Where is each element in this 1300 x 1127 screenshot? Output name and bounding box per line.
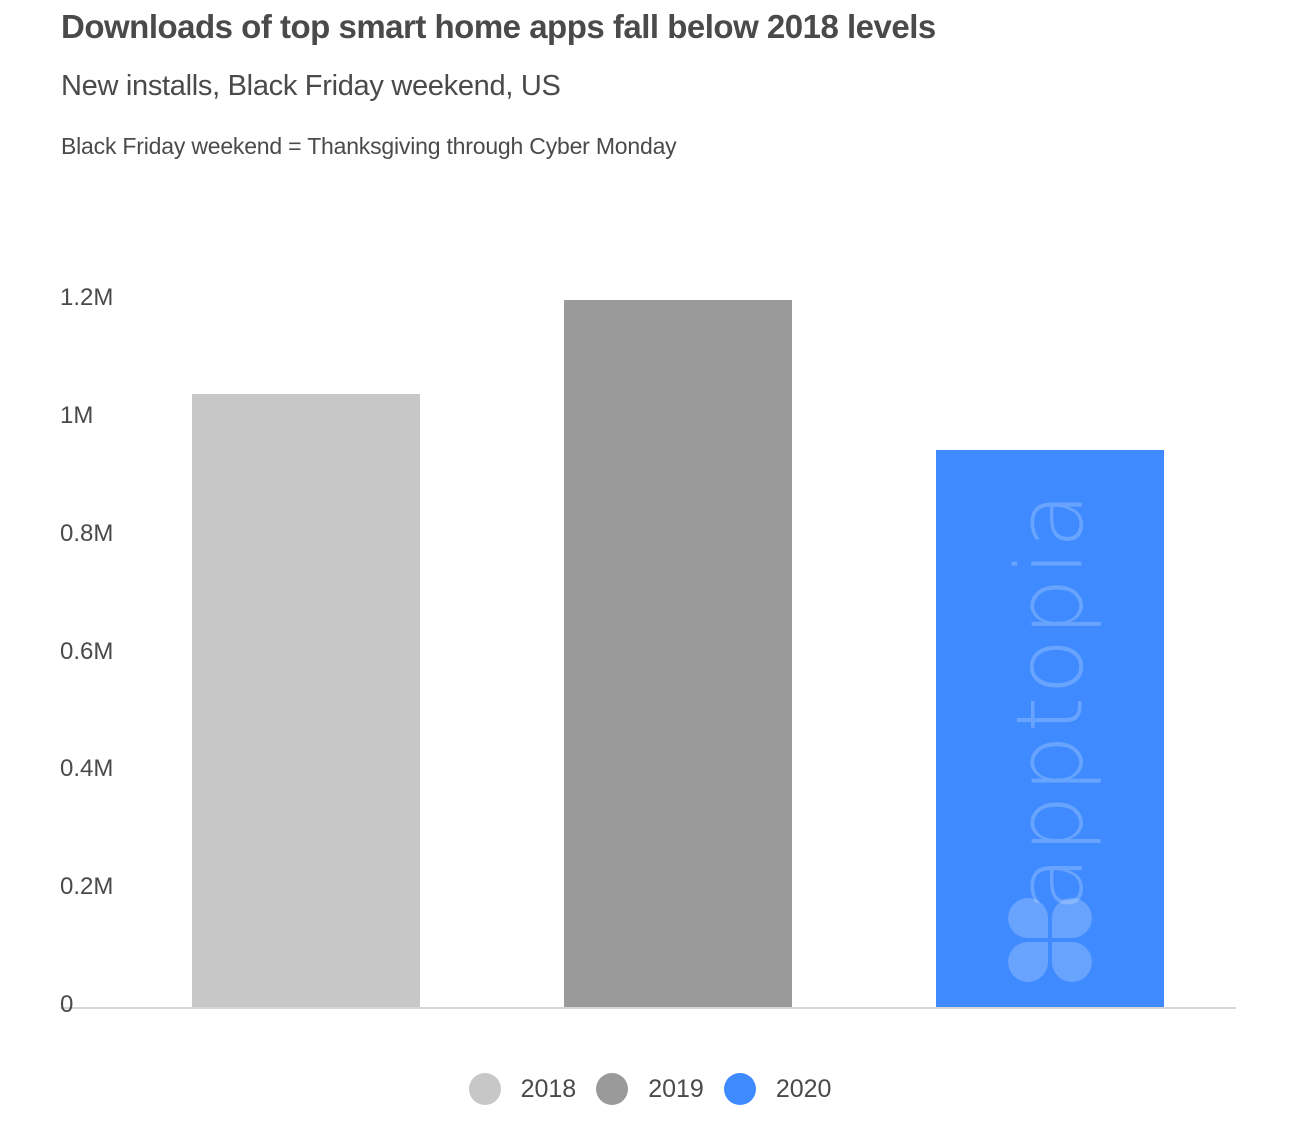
legend-label: 2018: [520, 1074, 577, 1103]
y-tick-label: 0.6M: [60, 637, 114, 665]
bar-2020: apptopia: [936, 450, 1164, 1007]
y-tick-label: 1.2M: [60, 284, 114, 311]
y-tick-label: 1M: [60, 401, 94, 429]
y-tick-label: 0.2M: [60, 873, 114, 901]
apptopia-watermark: apptopia: [936, 450, 1164, 1007]
bar-2019: [564, 300, 792, 1007]
plot-area: 0 0.2M 0.4M 0.6M 0.8M 1M 1.2M apptopia: [60, 284, 1236, 1018]
legend-dot-icon: [723, 1073, 756, 1105]
y-tick-label: 0.8M: [60, 519, 114, 547]
legend-dot-icon: [596, 1073, 629, 1105]
legend-item-2018: 2018: [468, 1073, 577, 1105]
y-tick-label: 0: [60, 991, 74, 1018]
legend-item-2019: 2019: [596, 1073, 704, 1105]
bar-2018: [192, 394, 420, 1007]
legend-label: 2020: [775, 1074, 832, 1103]
legend: 2018 2019 2020: [0, 1073, 1300, 1105]
chart-title: Downloads of top smart home apps fall be…: [61, 8, 936, 45]
watermark-text: apptopia: [996, 489, 1104, 912]
legend-dot-icon: [468, 1073, 501, 1105]
legend-item-2020: 2020: [723, 1073, 832, 1105]
x-axis-baseline: [60, 1007, 1236, 1009]
chart-subtitle: New installs, Black Friday weekend, US: [61, 70, 561, 102]
apptopia-logo-icon: [1008, 898, 1092, 982]
legend-label: 2019: [648, 1074, 704, 1103]
y-tick-label: 0.4M: [60, 755, 114, 783]
chart-note: Black Friday weekend = Thanksgiving thro…: [61, 133, 677, 159]
